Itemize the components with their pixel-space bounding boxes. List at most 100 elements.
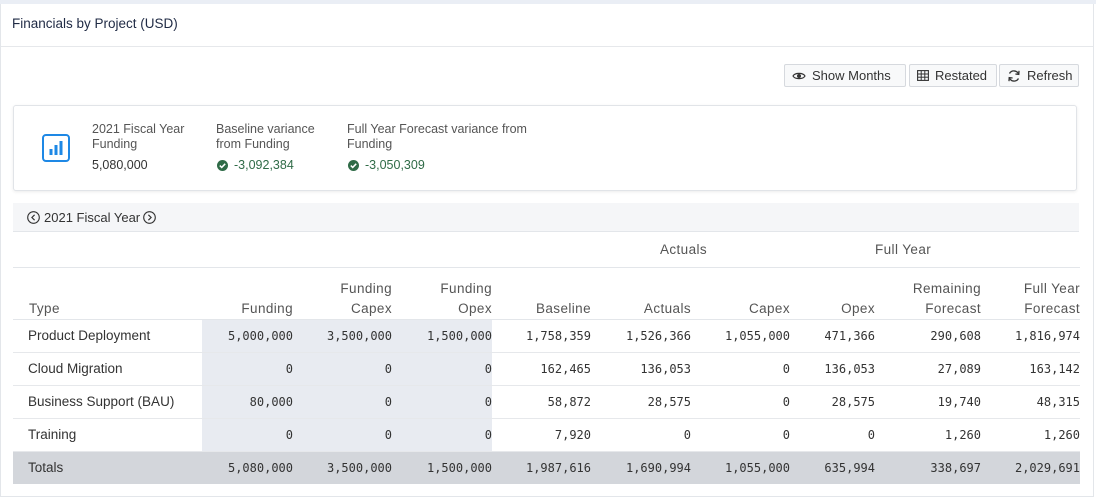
total-full-year-forecast: 2,029,691 xyxy=(1014,460,1080,475)
kpi-forecast-value-row: -3,050,309 xyxy=(347,158,527,173)
kpi-forecast-label: Full Year Forecast variance from Funding xyxy=(347,122,527,151)
cell-type: Cloud Migration xyxy=(13,352,202,386)
fiscal-year-bar: 2021 Fiscal Year xyxy=(13,203,1079,232)
cell-funding-capex: 3,500,000 xyxy=(293,319,392,353)
cell-baseline: 7,920 xyxy=(492,418,591,452)
column-header-row: Type Funding Funding Capex Funding Opex … xyxy=(13,267,1080,320)
cell-funding-capex: 0 xyxy=(293,352,392,386)
cell-opex: 28,575 xyxy=(790,385,875,419)
show-months-label: Show Months xyxy=(812,68,891,83)
total-funding-capex: 3,500,000 xyxy=(326,460,392,475)
col-actuals[interactable]: Actuals xyxy=(591,267,691,320)
total-capex: 1,055,000 xyxy=(724,460,790,475)
table-row[interactable]: Training 0 0 0 7,920 0 0 0 1,260 1,260 xyxy=(13,418,1080,452)
cell-remaining-forecast: 19,740 xyxy=(875,385,981,419)
cell-remaining-forecast: 290,608 xyxy=(875,319,981,353)
restated-label: Restated xyxy=(935,68,988,83)
kpi-baseline-value: -3,092,384 xyxy=(234,158,294,172)
cell-capex: 0 xyxy=(691,418,790,452)
panel-header: Financials by Project (USD) xyxy=(1,4,1093,47)
cell-actuals: 28,575 xyxy=(591,385,691,419)
group-header-row: Actuals Full Year xyxy=(13,233,1080,268)
totals-row: Totals 5,080,000 3,500,000 1,500,000 1,9… xyxy=(13,451,1080,484)
total-baseline: 1,987,616 xyxy=(525,460,591,475)
kpi-baseline-variance: Baseline variance from Funding -3,092,38… xyxy=(216,122,338,173)
fiscal-year-label: 2021 Fiscal Year xyxy=(44,210,141,225)
total-funding: 5,080,000 xyxy=(227,460,293,475)
cell-capex: 0 xyxy=(691,385,790,419)
cell-funding-opex: 0 xyxy=(392,385,492,419)
col-baseline[interactable]: Baseline xyxy=(492,267,591,320)
refresh-icon xyxy=(1007,69,1021,83)
cell-funding: 80,000 xyxy=(202,385,293,419)
show-months-button[interactable]: Show Months xyxy=(784,64,906,87)
cell-actuals: 1,526,366 xyxy=(591,319,691,353)
financials-table: Actuals Full Year Type Funding Funding C… xyxy=(13,233,1080,484)
total-remaining-forecast: 338,697 xyxy=(930,460,981,475)
group-full-year: Full Year xyxy=(875,233,1080,268)
cell-funding-opex: 0 xyxy=(392,352,492,386)
cell-capex: 0 xyxy=(691,352,790,386)
cell-actuals: 0 xyxy=(591,418,691,452)
summary-card: 2021 Fiscal Year Funding 5,080,000 Basel… xyxy=(13,105,1077,191)
cell-type: Business Support (BAU) xyxy=(13,385,202,419)
kpi-funding-label: 2021 Fiscal Year Funding xyxy=(92,122,185,151)
check-circle-icon xyxy=(217,160,228,171)
cell-type: Product Deployment xyxy=(13,319,202,353)
cell-full-year-forecast: 1,260 xyxy=(981,418,1080,452)
kpi-forecast-value: -3,050,309 xyxy=(365,158,425,172)
col-funding[interactable]: Funding xyxy=(202,267,293,320)
cell-remaining-forecast: 27,089 xyxy=(875,352,981,386)
cell-baseline: 58,872 xyxy=(492,385,591,419)
chevron-left-circle-icon[interactable] xyxy=(27,211,40,224)
cell-funding: 0 xyxy=(202,352,293,386)
table-row[interactable]: Business Support (BAU) 80,000 0 0 58,872… xyxy=(13,385,1080,419)
cell-opex: 0 xyxy=(790,418,875,452)
col-funding-opex[interactable]: Funding Opex xyxy=(392,267,492,320)
cell-type: Training xyxy=(13,418,202,452)
col-capex[interactable]: Capex xyxy=(691,267,790,320)
cell-funding-opex: 0 xyxy=(392,418,492,452)
kpi-baseline-label: Baseline variance from Funding xyxy=(216,122,315,151)
cell-funding-capex: 0 xyxy=(293,385,392,419)
panel-title: Financials by Project (USD) xyxy=(12,16,178,31)
cell-baseline: 1,758,359 xyxy=(492,319,591,353)
cell-funding: 5,000,000 xyxy=(202,319,293,353)
restated-button[interactable]: Restated xyxy=(909,64,997,87)
col-opex[interactable]: Opex xyxy=(790,267,875,320)
col-type[interactable]: Type xyxy=(13,267,202,320)
bar-chart-icon xyxy=(42,134,70,165)
cell-opex: 136,053 xyxy=(790,352,875,386)
cell-funding-opex: 1,500,000 xyxy=(392,319,492,353)
cell-full-year-forecast: 163,142 xyxy=(981,352,1080,386)
kpi-forecast-variance: Full Year Forecast variance from Funding… xyxy=(347,122,527,173)
fiscal-year-nav: 2021 Fiscal Year xyxy=(27,210,156,225)
totals-label: Totals xyxy=(28,460,64,476)
cell-capex: 1,055,000 xyxy=(691,319,790,353)
cell-funding-capex: 0 xyxy=(293,418,392,452)
col-remaining-forecast[interactable]: Remaining Forecast xyxy=(875,267,981,320)
check-circle-icon xyxy=(348,160,359,171)
total-funding-opex: 1,500,000 xyxy=(426,460,492,475)
eye-icon xyxy=(792,71,806,81)
cell-actuals: 136,053 xyxy=(591,352,691,386)
cell-baseline: 162,465 xyxy=(492,352,591,386)
kpi-funding-value: 5,080,000 xyxy=(92,158,148,172)
cell-full-year-forecast: 48,315 xyxy=(981,385,1080,419)
cell-opex: 471,366 xyxy=(790,319,875,353)
total-actuals: 1,690,994 xyxy=(625,460,691,475)
cell-remaining-forecast: 1,260 xyxy=(875,418,981,452)
table-row[interactable]: Cloud Migration 0 0 0 162,465 136,053 0 … xyxy=(13,352,1080,386)
refresh-button[interactable]: Refresh xyxy=(999,64,1079,87)
top-accent-line xyxy=(0,0,1096,4)
cell-full-year-forecast: 1,816,974 xyxy=(981,319,1080,353)
table-row[interactable]: Product Deployment 5,000,000 3,500,000 1… xyxy=(13,319,1080,353)
cell-funding: 0 xyxy=(202,418,293,452)
group-actuals: Actuals xyxy=(492,233,875,268)
kpi-funding: 2021 Fiscal Year Funding 5,080,000 xyxy=(92,122,207,173)
kpi-baseline-value-row: -3,092,384 xyxy=(216,158,338,173)
total-opex: 635,994 xyxy=(824,460,875,475)
chevron-right-circle-icon[interactable] xyxy=(143,211,156,224)
col-full-year-forecast[interactable]: Full Year Forecast xyxy=(981,267,1080,320)
col-funding-capex[interactable]: Funding Capex xyxy=(293,267,392,320)
